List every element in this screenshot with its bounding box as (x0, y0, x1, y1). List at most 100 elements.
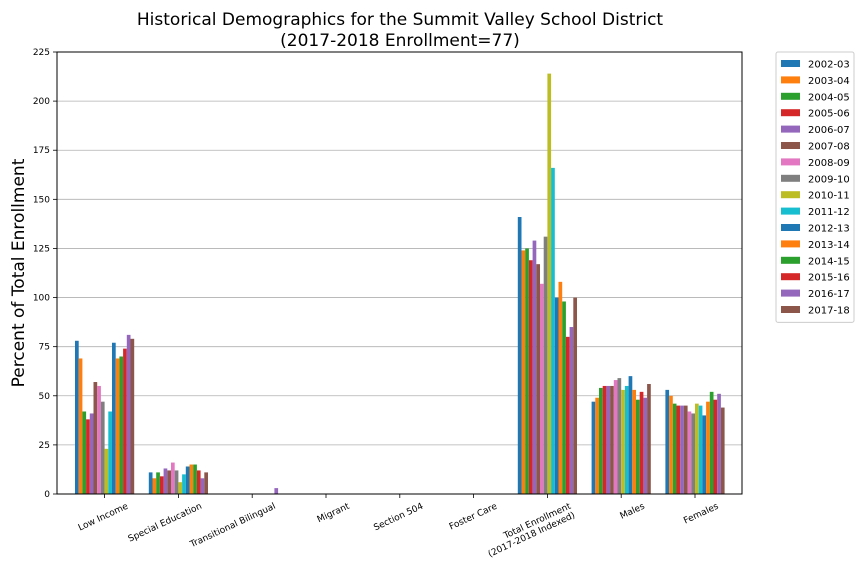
legend-box (775, 51, 855, 323)
y-tick-label: 25 (39, 441, 50, 451)
x-tick-label: Low Income (77, 501, 130, 533)
legend: 2002-03 2003-04 2004-05 2005-06 2006-07 2007-… (775, 51, 855, 323)
legend-swatch (781, 76, 800, 84)
bar (599, 387, 603, 494)
bar (602, 385, 607, 494)
y-tick-label: 75 (39, 343, 50, 353)
bar (687, 411, 692, 494)
bar (112, 342, 116, 494)
y-tick-label: 100 (33, 294, 50, 304)
bar (525, 248, 529, 494)
bar (720, 407, 725, 494)
bar (178, 482, 183, 494)
chart-title: Historical Demographics for the Summit V… (137, 10, 664, 30)
bar (89, 413, 94, 494)
bar (551, 167, 555, 494)
legend-entry: 2017-18 (808, 306, 850, 317)
legend-swatch (781, 240, 800, 248)
bar (628, 376, 633, 494)
x-tick-label: Migrant (316, 501, 352, 525)
legend-swatch (781, 224, 800, 231)
bar (698, 405, 703, 494)
bar (647, 383, 651, 494)
bar (189, 464, 194, 494)
bar (532, 240, 537, 494)
bar (547, 73, 552, 494)
bar (717, 393, 721, 494)
bar (613, 380, 618, 494)
bar (171, 462, 175, 494)
bar (521, 250, 526, 494)
y-tick-label: 225 (33, 48, 50, 58)
legend-entry: 2012-13 (808, 224, 850, 235)
bar (691, 413, 695, 494)
bar (573, 297, 577, 494)
bar (159, 476, 164, 494)
bar (695, 403, 699, 494)
bar (610, 385, 614, 494)
bar (82, 411, 87, 494)
legend-swatch (781, 289, 800, 297)
bar (558, 281, 563, 494)
bar (152, 478, 157, 494)
bar (148, 472, 153, 494)
y-axis: 0 25 50 75 100 125 150 175 200 225 (33, 48, 57, 500)
bar (130, 338, 135, 494)
legend-entry: 2003-04 (808, 76, 850, 87)
bar (554, 297, 559, 494)
bar (126, 334, 131, 494)
bar (200, 478, 205, 494)
bar (591, 401, 596, 494)
x-tick-label: Special Education (127, 502, 204, 545)
bar (167, 470, 171, 494)
legend-entry: 2011-12 (808, 207, 850, 218)
legend-entry: 2002-03 (808, 60, 850, 71)
bar (174, 470, 179, 494)
legend-entry: 2016-17 (808, 289, 850, 300)
bar (115, 358, 120, 494)
legend-entry: 2010-11 (808, 191, 850, 202)
legend-swatch (781, 125, 800, 133)
bar (536, 264, 540, 494)
y-tick-label: 150 (33, 195, 50, 205)
y-tick-label: 0 (44, 490, 50, 500)
y-tick-label: 125 (33, 244, 50, 254)
legend-entry: 2015-16 (808, 273, 850, 284)
bar (274, 488, 279, 494)
bar (617, 378, 622, 494)
y-tick-label: 50 (39, 392, 51, 402)
legend-entry: 2005-06 (808, 109, 850, 120)
bar (156, 472, 160, 494)
y-axis-label: Percent of Total Enrollment (9, 158, 29, 387)
bar (540, 283, 544, 494)
chart-subtitle: (2017-2018 Enrollment=77) (280, 31, 520, 51)
legend-swatch (781, 92, 800, 100)
legend-swatch (781, 60, 800, 67)
legend-entry: 2013-14 (808, 240, 850, 251)
legend-entry: 2007-08 (808, 142, 850, 153)
bar (565, 336, 570, 494)
legend-swatch (781, 306, 800, 313)
y-tick-label: 175 (33, 146, 50, 156)
bar (193, 464, 197, 494)
bar (683, 405, 688, 494)
legend-entry: 2014-15 (808, 256, 850, 267)
legend-swatch (781, 256, 800, 264)
legend-swatch (781, 174, 800, 182)
legend-swatch (781, 191, 800, 199)
bar (636, 399, 640, 494)
bar (528, 260, 533, 494)
bar (204, 472, 208, 494)
bar (676, 405, 681, 494)
bar (517, 217, 522, 494)
bar (104, 448, 109, 494)
bar (624, 385, 629, 494)
bars (75, 73, 725, 494)
bar (108, 411, 112, 494)
bar (86, 419, 90, 494)
bar (639, 391, 644, 494)
bar (543, 236, 548, 494)
bar (706, 401, 710, 494)
bar (562, 301, 566, 494)
